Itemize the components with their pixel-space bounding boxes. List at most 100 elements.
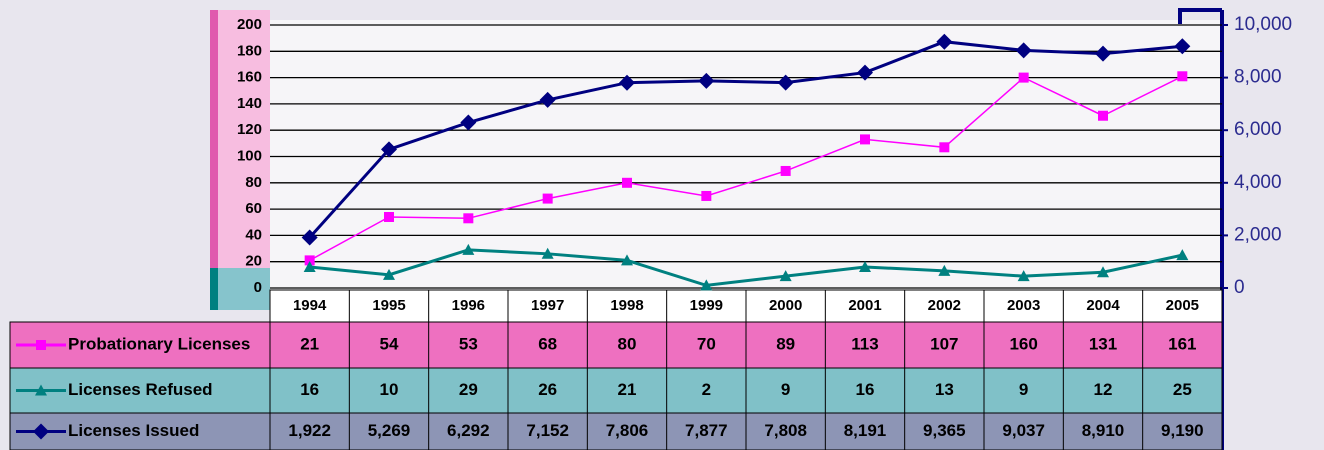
marker [1174,38,1191,55]
x-tick-label: 1997 [531,297,564,314]
marker [857,64,873,81]
table-cell: 89 [776,334,795,353]
table-cell: 9 [1019,380,1028,399]
marker [779,270,792,282]
x-tick-label: 2002 [928,297,961,314]
series-line [308,40,1183,239]
marker [384,211,394,222]
plot-area [270,20,1222,290]
table-cell: 16 [856,380,875,399]
y2-tick-label: 10,000 [1234,14,1292,35]
table-cell: 7,806 [606,421,649,440]
table-cell: 16 [300,380,319,399]
marker [700,279,713,291]
table-cell: 21 [300,334,319,353]
table-cell: 2 [702,380,711,399]
x-tick-label: 1995 [372,297,405,314]
table-cell: 12 [1094,380,1113,399]
y2-tick-label: 2,000 [1234,224,1282,245]
marker [619,74,635,91]
marker [304,255,315,266]
table-cell: 68 [538,334,557,353]
table-cell: 54 [380,334,399,353]
marker [701,190,712,201]
y-tick-label: 160 [237,69,262,86]
marker [460,114,477,131]
marker [1097,266,1109,278]
y2-tick-label: 8,000 [1234,67,1282,88]
x-tick-label: 1996 [452,297,485,314]
y-tick-label: 120 [237,121,262,138]
marker [1018,72,1029,83]
table-cell: 161 [1168,334,1196,353]
table-cell: 26 [538,380,557,399]
x-tick-label: 2005 [1166,297,1199,314]
marker [1098,110,1108,121]
x-tick-label: 2000 [769,297,802,314]
marker [541,247,554,259]
marker [1095,45,1111,62]
table-cell: 53 [459,334,478,353]
y-tick-label: 180 [237,42,262,59]
y2-tick-label: 0 [1234,277,1245,298]
table-cell: 13 [935,380,954,399]
legend-label: Licenses Refused [68,380,213,399]
table-cell: 25 [1173,380,1192,399]
marker [936,33,953,50]
marker [381,141,397,158]
left-axis-band-lower [218,268,270,310]
table-cell: 113 [851,334,878,353]
y-tick-label: 100 [237,147,262,164]
x-tick-label: 2001 [848,297,881,314]
right-axis-bracket [1178,8,1222,24]
y-tick-label: 20 [245,253,262,270]
marker [1017,270,1030,282]
table-cell: 9,037 [1002,421,1045,440]
marker [463,213,474,224]
marker [301,229,318,246]
marker [621,254,633,266]
y-tick-label: 60 [245,200,262,217]
table-cell: 80 [618,334,637,353]
table-cell: 7,152 [526,421,569,440]
x-tick-label: 1994 [293,297,327,314]
x-tick-label: 1999 [690,297,723,314]
marker [462,243,475,255]
table-cell: 5,269 [368,421,411,440]
marker [1015,42,1032,59]
marker [938,264,951,276]
y-tick-label: 200 [237,16,262,33]
marker [780,165,791,176]
table-cell: 9 [781,380,790,399]
legend-swatch-marker [36,340,46,350]
table-cell: 70 [697,334,716,353]
marker [698,72,715,89]
y-tick-label: 40 [245,226,262,243]
table-cell: 9,190 [1161,421,1204,440]
legend-swatch-marker [35,384,47,396]
marker [859,260,871,272]
marker [1176,249,1189,261]
left-axis-bar [210,10,218,268]
table-cell: 7,808 [764,421,807,440]
table-cell: 9,365 [923,421,966,440]
left-axis-band [218,10,270,268]
y2-tick-label: 6,000 [1234,119,1282,140]
left-axis-bar-lower [210,268,218,310]
y-tick-label: 80 [245,174,262,191]
table-cell: 7,877 [685,421,728,440]
legend-label: Licenses Issued [68,421,199,440]
table-cell: 10 [380,380,399,399]
legend-swatch-marker [33,423,49,440]
table-cell: 29 [459,380,478,399]
table-cell: 8,191 [844,421,887,440]
marker [860,134,870,145]
table-cell: 21 [618,380,637,399]
marker [303,260,316,272]
table-cell: 8,910 [1082,421,1125,440]
series-line [309,248,1183,287]
marker [542,193,553,204]
marker [539,91,556,108]
